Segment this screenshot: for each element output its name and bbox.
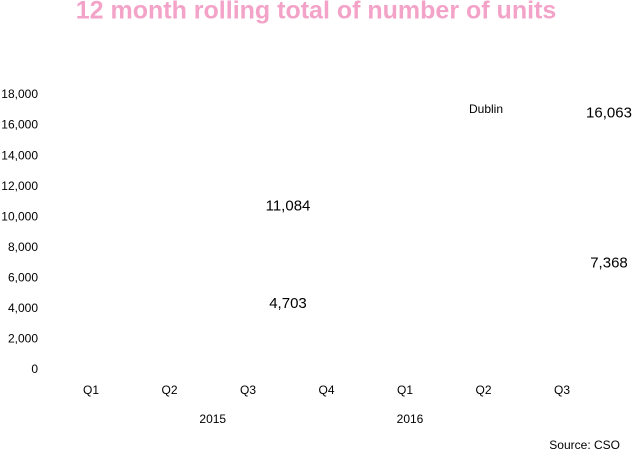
x-tick-label: Q1 — [397, 383, 413, 397]
point — [246, 296, 250, 300]
x-group-label: 2016 — [397, 412, 424, 426]
x-tick-label: Q2 — [475, 383, 491, 397]
x-tick-label: Q4 — [318, 383, 334, 397]
chart-title: 12 month rolling total of number of unit… — [76, 0, 557, 25]
y-tick-label: 8,000 — [8, 240, 38, 254]
x-group-label: 2015 — [199, 412, 226, 426]
data-label: 11,084 — [266, 198, 311, 215]
point — [246, 199, 250, 203]
x-tick-label: Q1 — [83, 383, 99, 397]
source: Source: CSO — [549, 438, 620, 452]
x-tick-label: Q2 — [161, 383, 177, 397]
legend-label: Dublin — [469, 102, 503, 116]
point — [560, 123, 564, 127]
y-tick-label: 2,000 — [8, 332, 38, 346]
y-tick-label: 16,000 — [1, 118, 38, 132]
data-label: 7,368 — [590, 254, 628, 271]
y-tick-label: 4,000 — [8, 301, 38, 315]
x-tick-label: Q3 — [554, 383, 570, 397]
y-tick-label: 14,000 — [1, 148, 38, 162]
y-tick-label: 18,000 — [1, 87, 38, 101]
y-tick-label: 12,000 — [1, 179, 38, 193]
point — [560, 255, 564, 259]
data-label: 4,703 — [269, 295, 307, 312]
x-tick-label: Q3 — [240, 383, 256, 397]
data-label: 16,063 — [586, 105, 632, 122]
y-tick-label: 0 — [31, 362, 38, 376]
y-tick-label: 6,000 — [8, 271, 38, 285]
y-tick-label: 10,000 — [1, 209, 38, 223]
